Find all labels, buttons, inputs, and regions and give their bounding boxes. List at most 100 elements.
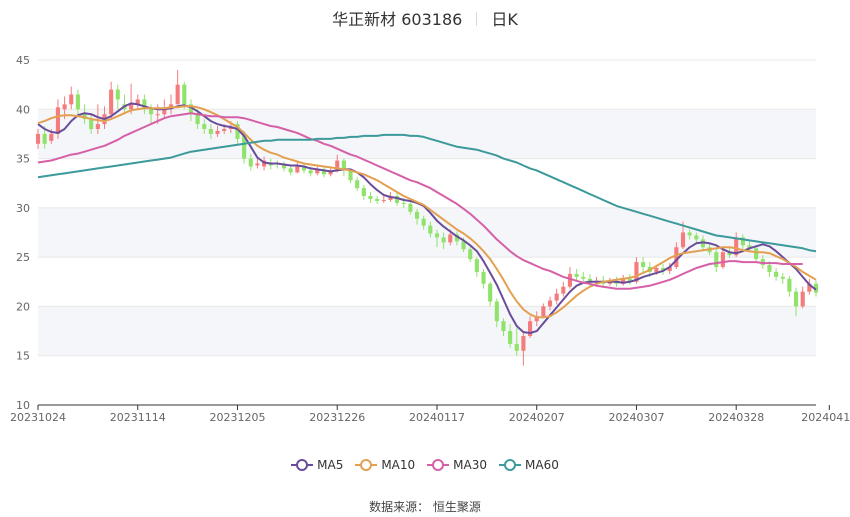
- candle-down: [89, 119, 94, 129]
- candle-up: [634, 262, 639, 282]
- ma10-line: [37, 105, 817, 319]
- candle-up: [734, 237, 739, 256]
- legend-item-ma5[interactable]: MA5: [291, 458, 343, 472]
- candle-up: [554, 293, 559, 301]
- candle-down: [208, 129, 213, 134]
- y-tick-label: 30: [16, 202, 30, 215]
- candles: [35, 69, 819, 366]
- candle-down: [414, 211, 420, 219]
- candle-down: [767, 265, 772, 272]
- plot-bands: [38, 109, 816, 356]
- candle-down: [501, 321, 506, 332]
- candle-down: [514, 343, 519, 351]
- candle-up: [448, 234, 453, 243]
- candle-up: [222, 129, 227, 131]
- candle-up: [95, 124, 100, 129]
- candle-down: [760, 259, 765, 266]
- candle-down: [288, 168, 293, 173]
- candle-down: [142, 99, 147, 110]
- x-tick-label: 20240117: [409, 411, 465, 424]
- ma30-line: [37, 112, 803, 290]
- candle-down: [368, 196, 373, 199]
- candle-down: [747, 245, 752, 249]
- candle-down: [727, 252, 732, 256]
- candle-up: [667, 267, 672, 271]
- x-tick-label: 20231226: [309, 411, 365, 424]
- candle-down: [428, 225, 433, 234]
- candle-down: [774, 271, 779, 277]
- legend-marker-icon: [291, 459, 314, 471]
- candle-up: [534, 316, 539, 322]
- candle-up: [680, 232, 686, 248]
- candle-down: [754, 248, 759, 260]
- candle-up: [807, 283, 812, 292]
- candle-down: [421, 218, 426, 226]
- candle-up: [295, 166, 300, 173]
- data-source: 数据来源： 恒生聚源: [369, 500, 481, 514]
- candle-up: [135, 99, 140, 105]
- legend-item-ma60[interactable]: MA60: [499, 458, 559, 472]
- candle-down: [627, 278, 632, 282]
- candle-up: [541, 306, 546, 317]
- candle-down: [481, 271, 486, 284]
- candle-down: [441, 237, 446, 243]
- chart-title: 华正新材 603186 日K: [0, 6, 850, 30]
- ma-lines: [37, 102, 817, 334]
- y-tick-label: 45: [16, 54, 30, 67]
- legend-item-ma30[interactable]: MA30: [427, 458, 487, 472]
- candlestick-chart: 10 15 20 25 30 35 40 45 20231024 20231114 2023120…: [10, 54, 850, 424]
- x-tick-label: 20240328: [708, 411, 764, 424]
- candle-down: [401, 202, 406, 204]
- candle-down: [235, 124, 240, 139]
- candle-down: [202, 124, 207, 129]
- candle-down: [574, 273, 579, 277]
- legend-marker-icon: [427, 459, 450, 471]
- candle-down: [42, 133, 47, 144]
- candle-down: [488, 283, 493, 302]
- legend-label: MA30: [453, 458, 488, 472]
- candle-down: [242, 133, 247, 159]
- candle-down: [581, 276, 586, 279]
- x-tick-label: 20240419: [801, 411, 850, 424]
- candle-up: [800, 291, 805, 307]
- candle-down: [740, 237, 745, 246]
- candle-down: [321, 169, 326, 175]
- candle-down: [248, 158, 253, 167]
- candle-down: [341, 160, 346, 171]
- candle-down: [494, 301, 499, 322]
- candle-up: [521, 336, 526, 351]
- candle-up: [654, 267, 659, 272]
- legend: MA5 MA10 MA30 MA60: [0, 458, 850, 472]
- candle-down: [793, 291, 799, 307]
- legend-item-ma10[interactable]: MA10: [355, 458, 415, 472]
- candle-up: [62, 104, 67, 110]
- candle-up: [315, 169, 320, 174]
- candle-down: [508, 331, 513, 344]
- candle-up: [109, 89, 114, 115]
- candle-up: [162, 109, 167, 115]
- candle-up: [547, 300, 553, 307]
- candle-down: [787, 278, 792, 292]
- candle-up: [335, 160, 340, 171]
- candle-up: [561, 286, 566, 294]
- candle-up: [155, 114, 160, 116]
- candle-down: [468, 249, 473, 260]
- candle-down: [308, 170, 313, 174]
- legend-label: MA5: [317, 458, 344, 472]
- grid-band: [38, 306, 816, 356]
- x-tick-label: 20231205: [209, 411, 265, 424]
- candle-down: [687, 232, 692, 236]
- candle-down: [148, 109, 154, 115]
- candle-down: [348, 170, 353, 181]
- candle-down: [395, 196, 400, 203]
- candle-down: [195, 114, 200, 125]
- candle-up: [720, 252, 725, 267]
- candle-up: [49, 133, 54, 141]
- candle-down: [474, 259, 479, 272]
- x-axis: 20231024 20231114 20231205 20231226 20240117…: [10, 404, 850, 424]
- y-tick-label: 25: [16, 251, 30, 264]
- candle-up: [621, 278, 626, 284]
- x-tick-label: 20231024: [10, 411, 66, 424]
- candle-down: [355, 180, 360, 189]
- stock-name: 华正新材 603186: [332, 10, 463, 29]
